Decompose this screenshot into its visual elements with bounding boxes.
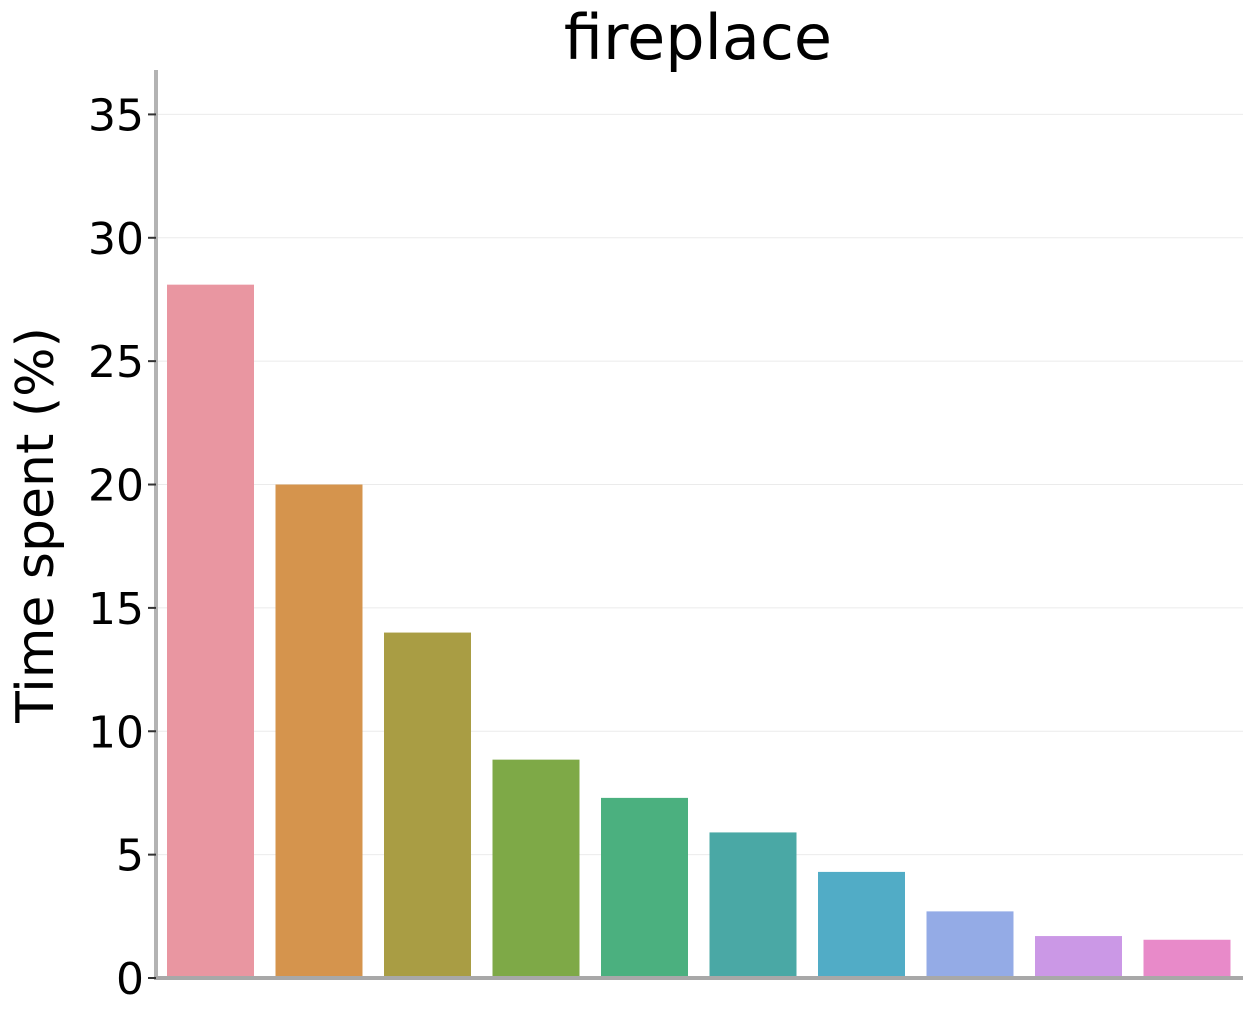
bar <box>275 484 363 978</box>
bar <box>492 759 580 978</box>
bar <box>818 871 905 978</box>
bar <box>601 797 688 978</box>
y-tick-label: 35 <box>88 90 144 141</box>
y-tick-label: 10 <box>88 707 144 758</box>
y-axis-label: Time spent (%) <box>6 327 66 724</box>
bar <box>1143 939 1231 978</box>
y-tick-label: 25 <box>88 337 144 388</box>
bars <box>167 284 1231 978</box>
y-tick-label: 5 <box>116 831 144 882</box>
bar <box>926 911 1014 978</box>
bar <box>167 284 254 978</box>
y-tick-label: 0 <box>116 954 144 1005</box>
y-tick-label: 30 <box>88 214 144 265</box>
y-tick-label: 20 <box>88 461 144 512</box>
bar <box>1035 936 1122 978</box>
y-axis-ticks: 0 5 10 15 20 25 30 35 <box>88 90 156 1005</box>
bar <box>384 632 471 978</box>
chart-title: fireplace <box>564 1 832 74</box>
bar <box>709 832 797 978</box>
y-tick-label: 15 <box>88 584 144 635</box>
